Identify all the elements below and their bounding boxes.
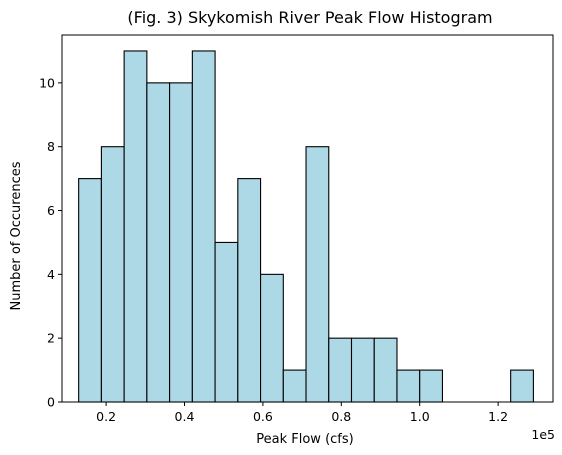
histogram-bar	[396, 369, 421, 403]
y-tick-label: 6	[47, 203, 55, 218]
histogram-bar	[373, 337, 398, 403]
x-axis: 0.2 0.4 0.6 0.8 1.0 1.2	[96, 402, 508, 424]
y-tick-label: 4	[47, 267, 55, 282]
histogram-bar	[191, 50, 216, 403]
x-tick-label: 0.2	[96, 409, 116, 424]
x-tick-label: 0.6	[253, 409, 273, 424]
histogram-bar	[305, 146, 330, 403]
x-tick-label: 1.2	[488, 409, 508, 424]
y-axis-label: Number of Occurences	[9, 161, 24, 310]
histogram-bar	[123, 50, 148, 403]
histogram-bar	[214, 241, 239, 403]
bars-group	[78, 50, 534, 403]
histogram-bar	[78, 178, 102, 403]
x-tick-label: 1.0	[410, 409, 430, 424]
histogram-bar	[350, 337, 375, 403]
histogram-bar	[328, 337, 353, 403]
histogram-bar	[419, 369, 443, 403]
x-tick-label: 0.4	[175, 409, 195, 424]
y-axis: 0 2 4 6 8 10	[39, 75, 62, 410]
histogram-bar	[169, 82, 193, 403]
plot-frame	[61, 34, 554, 403]
x-axis-label: Peak Flow (cfs)	[256, 432, 353, 447]
histogram-bar	[510, 369, 534, 403]
y-tick-label: 10	[39, 75, 55, 90]
y-tick-label: 0	[47, 395, 55, 410]
x-tick-label: 0.8	[331, 409, 351, 424]
y-tick-label: 2	[47, 331, 55, 346]
x-axis-scale-label: 1e5	[531, 427, 555, 442]
histogram-bar	[100, 146, 125, 403]
histogram-bar	[237, 178, 262, 403]
histogram-bar	[260, 273, 284, 403]
histogram-bar	[282, 369, 307, 403]
y-tick-label: 8	[47, 139, 55, 154]
histogram-bar	[146, 82, 171, 403]
chart-title: (Fig. 3) Skykomish River Peak Flow Histo…	[127, 8, 492, 27]
